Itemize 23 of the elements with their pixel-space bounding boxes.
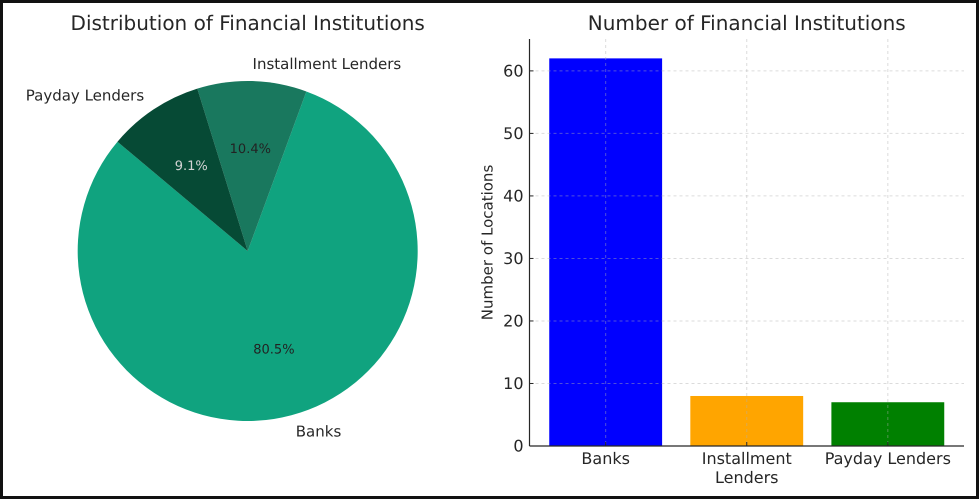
- bar: [831, 402, 944, 446]
- y-tick-label: 30: [503, 248, 524, 268]
- data-label: 80.5%: [253, 342, 295, 358]
- pie-slice: [78, 91, 418, 421]
- chart-title: Number of Financial Institutions: [588, 11, 906, 35]
- slice-label: Banks: [296, 422, 342, 441]
- y-tick-label: 50: [503, 124, 524, 143]
- x-tick-label: Payday Lenders: [824, 449, 951, 468]
- x-tick-label: Banks: [581, 449, 630, 468]
- bar: [549, 58, 662, 446]
- chart-title: Distribution of Financial Institutions: [70, 11, 425, 35]
- data-label: 10.4%: [230, 142, 271, 157]
- x-tick-label: Installment Lenders: [702, 449, 792, 487]
- y-tick-label: 20: [503, 311, 524, 330]
- y-tick-label: 10: [503, 374, 524, 393]
- y-tick-label: 0: [513, 436, 524, 456]
- y-tick-label: 60: [503, 61, 524, 80]
- slice-label: Payday Lenders: [26, 86, 144, 104]
- bar: [690, 396, 804, 446]
- data-label: 9.1%: [174, 158, 208, 174]
- slice-label: Installment Lenders: [252, 55, 402, 74]
- y-tick-label: 40: [503, 186, 524, 206]
- y-axis-title: Number of Locations: [478, 164, 496, 320]
